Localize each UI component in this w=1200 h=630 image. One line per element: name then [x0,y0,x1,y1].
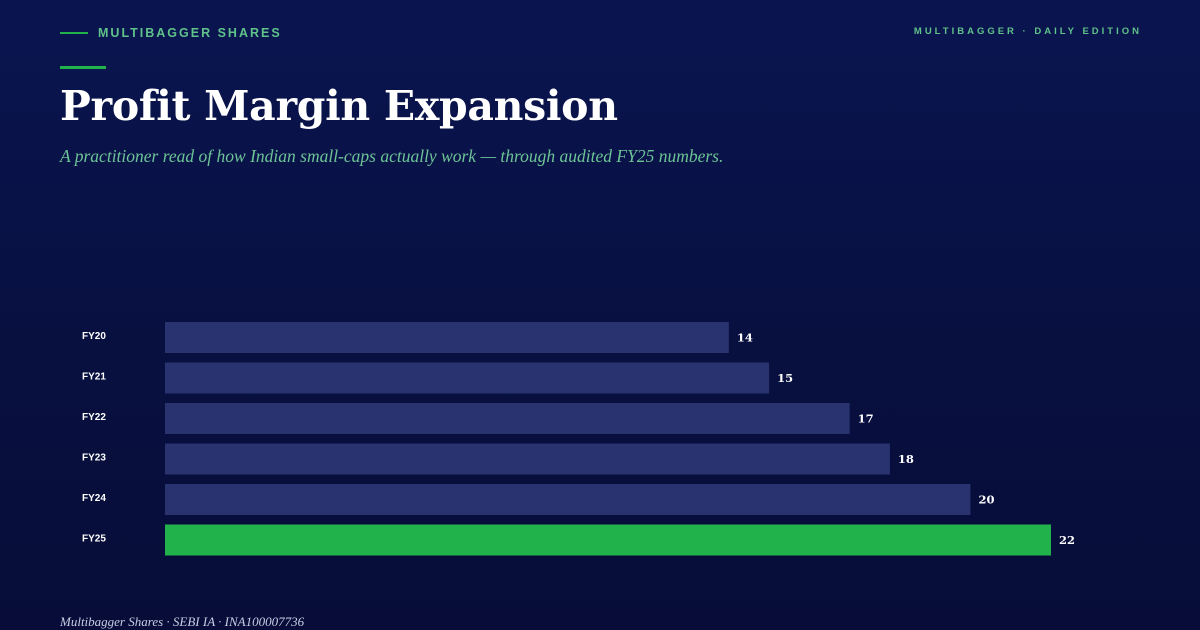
value-label: 22 [1059,533,1075,547]
bar [165,403,850,434]
value-label: 18 [898,452,914,466]
bar [165,444,890,475]
bar [165,322,729,353]
value-label: 20 [978,493,994,507]
category-label: FY23 [82,453,106,464]
value-label: 14 [737,331,753,345]
bar-highlight [165,525,1051,556]
value-label: 17 [858,412,874,426]
category-label: FY25 [82,534,106,545]
value-label: 15 [777,371,793,385]
category-label: FY21 [82,372,106,383]
category-label: FY22 [82,412,106,423]
category-label: FY20 [82,331,106,342]
category-label: FY24 [82,493,106,504]
bar [165,363,769,394]
bar [165,484,970,515]
footer-credit: Multibagger Shares · SEBI IA · INA100007… [60,614,304,630]
